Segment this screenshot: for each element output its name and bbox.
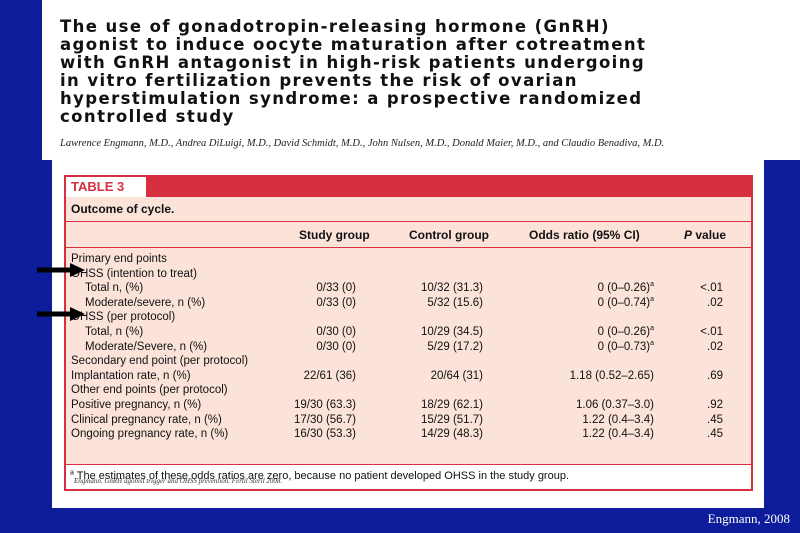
- cell-study-group: 19/30 (63.3): [293, 399, 356, 411]
- row-label: Total, n (%): [85, 326, 144, 338]
- odds-value: 1.22 (0.4–3.4): [582, 413, 654, 426]
- row-label: OHSS (per protocol): [71, 311, 176, 324]
- cell-control-group: 15/29 (51.7): [420, 413, 483, 426]
- table-row: Moderate/severe, n (%) 0/33 (0) 5/32 (15.6…: [66, 296, 751, 311]
- cell-control-group: 18/29 (62.1): [420, 399, 483, 411]
- odds-value: 0 (0–0.26): [597, 326, 651, 338]
- table-footnote: a The estimates of these odds ratios are…: [66, 464, 751, 489]
- table-citation: Engmann. GnRH agonist trigger and OHSS p…: [74, 477, 283, 485]
- cell-p-value: .69: [707, 369, 723, 382]
- header-control-group: Control group: [409, 228, 489, 242]
- header-study-group: Study group: [299, 228, 370, 242]
- row-label: Implantation rate, n (%): [71, 369, 191, 382]
- table-row: Moderate/Severe, n (%) 0/30 (0) 5/29 (17.2…: [66, 340, 751, 355]
- arrow-right-icon: [37, 263, 85, 277]
- cell-control-group: 5/29 (17.2): [427, 340, 483, 353]
- table-row: Total n, (%) 0/33 (0) 10/32 (31.3) 0 (0–0.2…: [66, 281, 751, 296]
- table-row: OHSS (intention to treat): [66, 267, 751, 282]
- cell-odds-ratio: 0 (0–0.74)a: [516, 296, 654, 311]
- cell-p-value: <.01: [700, 282, 723, 295]
- arrow-right-icon: [37, 307, 85, 321]
- paper-authors: Lawrence Engmann, M.D., Andrea DiLuigi, …: [60, 138, 665, 149]
- row-label: Clinical pregnancy rate, n (%): [71, 413, 222, 426]
- cell-study-group: 0/33 (0): [316, 282, 356, 295]
- row-label: Ongoing pregnancy rate, n (%): [71, 428, 229, 441]
- cell-p-value: .92: [707, 399, 723, 411]
- table-label: TABLE 3: [66, 177, 148, 197]
- cell-p-value: .02: [707, 296, 723, 309]
- cell-odds-ratio: 0 (0–0.26)a: [516, 281, 654, 296]
- row-label: Moderate/Severe, n (%): [85, 340, 208, 353]
- row-label: OHSS (intention to treat): [71, 267, 197, 280]
- cell-study-group: 0/30 (0): [316, 326, 356, 338]
- table-row: Primary end points: [66, 252, 751, 267]
- footnote-text: The estimates of these odds ratios are z…: [73, 470, 570, 482]
- odds-value: 1.18 (0.52–2.65): [569, 369, 654, 382]
- row-label: Total n, (%): [85, 282, 144, 295]
- table-row: Secondary end point (per protocol): [66, 354, 751, 369]
- cell-study-group: 22/61 (36): [303, 369, 356, 382]
- header-odds-ratio: Odds ratio (95% CI): [529, 228, 640, 242]
- cell-study-group: 16/30 (53.3): [293, 428, 356, 441]
- cell-control-group: 14/29 (48.3): [420, 428, 483, 441]
- cell-p-value: .02: [707, 340, 723, 353]
- table-row: Ongoing pregnancy rate, n (%) 16/30 (53.3…: [66, 427, 751, 442]
- table-body: Primary end points OHSS (intention to tre…: [66, 248, 751, 464]
- table-header-row: Study group Control group Odds ratio (95…: [66, 221, 751, 248]
- cell-odds-ratio: 1.18 (0.52–2.65): [516, 369, 654, 384]
- table-panel: TABLE 3 Outcome of cycle. Study group Co…: [52, 160, 764, 508]
- table-label-bar: [66, 177, 751, 197]
- header-p-suffix: value: [692, 228, 727, 242]
- footnote-marker: a: [70, 469, 74, 477]
- row-label: Primary end points: [71, 253, 167, 265]
- table-row: OHSS (per protocol): [66, 310, 751, 325]
- cell-p-value: <.01: [700, 326, 723, 338]
- header-p-value: P value: [684, 228, 726, 242]
- odds-footnote-marker: a: [650, 281, 654, 289]
- row-label: Secondary end point (per protocol): [71, 355, 249, 368]
- cell-odds-ratio: 0 (0–0.26)a: [516, 325, 654, 340]
- odds-value: 1.06 (0.37–3.0): [575, 399, 654, 411]
- paper-title: The use of gonadotropin-releasing hormon…: [60, 17, 647, 126]
- header-p-letter: P: [684, 228, 693, 242]
- slide-credit: Engmann, 2008: [707, 511, 790, 526]
- table-row: Positive pregnancy, n (%) 19/30 (63.3) 18/…: [66, 398, 751, 413]
- table-row: Total, n (%) 0/30 (0) 10/29 (34.5) 0 (0–0.2…: [66, 325, 751, 340]
- odds-footnote-marker: a: [650, 339, 654, 347]
- table-row: Implantation rate, n (%) 22/61 (36) 20/64 …: [66, 369, 751, 384]
- cell-odds-ratio: 0 (0–0.73)a: [516, 340, 654, 355]
- cell-study-group: 0/33 (0): [316, 296, 356, 309]
- paper-title-panel: The use of gonadotropin-releasing hormon…: [42, 0, 800, 160]
- cell-p-value: .45: [707, 413, 723, 426]
- odds-footnote-marker: a: [650, 325, 654, 333]
- cell-control-group: 10/29 (34.5): [420, 326, 483, 338]
- cell-odds-ratio: 1.22 (0.4–3.4): [516, 413, 654, 428]
- row-label: Other end points (per protocol): [71, 384, 228, 397]
- table-row: Other end points (per protocol): [66, 383, 751, 398]
- odds-value: 0 (0–0.73): [597, 340, 651, 353]
- row-label: Moderate/severe, n (%): [85, 296, 206, 309]
- odds-value: 1.22 (0.4–3.4): [582, 428, 654, 441]
- cell-control-group: 5/32 (15.6): [427, 296, 483, 309]
- cell-study-group: 0/30 (0): [316, 340, 356, 353]
- table-caption: Outcome of cycle.: [66, 197, 751, 221]
- odds-value: 0 (0–0.74): [597, 296, 651, 309]
- cell-control-group: 10/32 (31.3): [420, 282, 483, 295]
- cell-odds-ratio: 1.22 (0.4–3.4): [516, 427, 654, 442]
- table-row: Clinical pregnancy rate, n (%) 17/30 (56.…: [66, 413, 751, 428]
- cell-p-value: .45: [707, 428, 723, 441]
- odds-footnote-marker: a: [650, 295, 654, 303]
- row-label: Positive pregnancy, n (%): [71, 399, 202, 411]
- cell-control-group: 20/64 (31): [430, 369, 483, 382]
- odds-value: 0 (0–0.26): [597, 282, 651, 295]
- cell-odds-ratio: 1.06 (0.37–3.0): [516, 398, 654, 413]
- cell-study-group: 17/30 (56.7): [293, 413, 356, 426]
- outcome-table: TABLE 3 Outcome of cycle. Study group Co…: [64, 175, 753, 491]
